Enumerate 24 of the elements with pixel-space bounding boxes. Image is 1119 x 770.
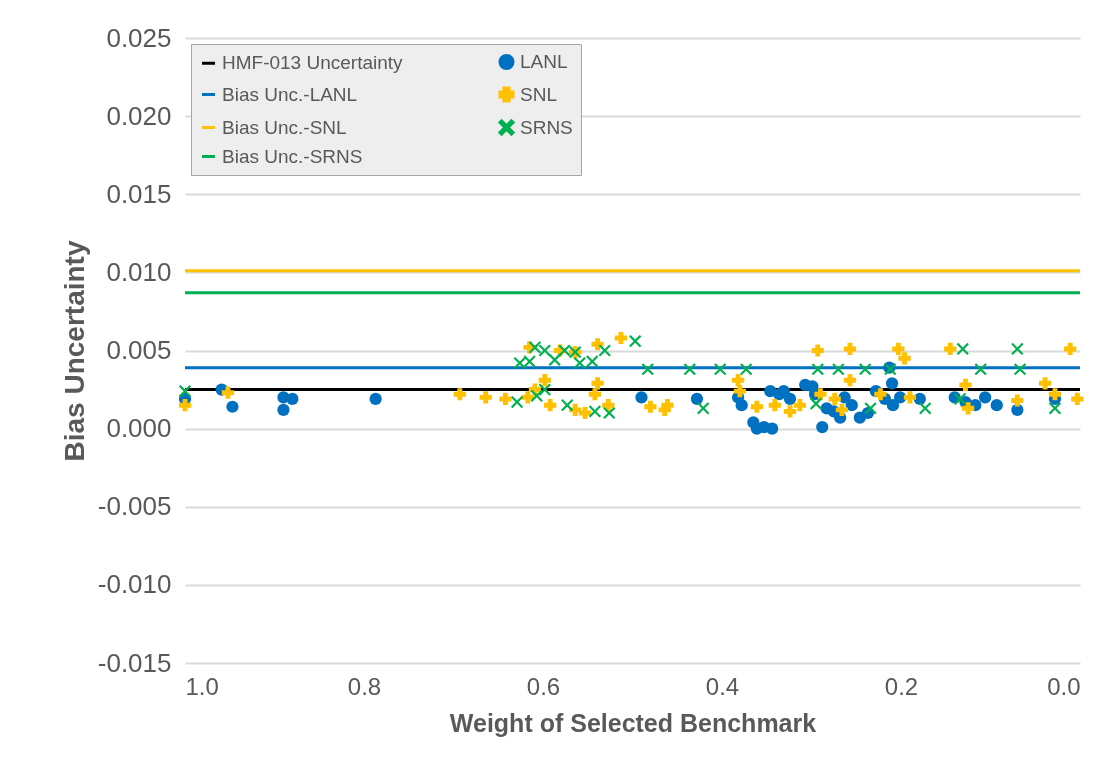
y-tick-label: 0.020	[106, 100, 172, 131]
x-tick-label: 0.8	[347, 672, 382, 700]
y-tick-label: 0.000	[106, 413, 172, 444]
x-tick-label: 0.4	[705, 672, 740, 700]
y-tick-label: 0.010	[106, 256, 172, 287]
legend-label: Bias Unc.-SNL	[222, 116, 347, 138]
y-tick-label: -0.005	[97, 491, 172, 522]
y-tick-label: -0.015	[97, 647, 172, 678]
y-tick-label: 0.015	[106, 178, 172, 209]
x-tick-label: 1.0	[185, 672, 219, 700]
y-tick-label: -0.010	[97, 569, 172, 600]
x-tick-label: 0.0	[1047, 672, 1081, 700]
legend-label: LANL	[520, 50, 568, 72]
x-axis-title: Weight of Selected Benchmark	[449, 708, 817, 737]
legend-label: Bias Unc.-SRNS	[222, 145, 363, 167]
y-axis-title: Bias Uncertainty	[58, 240, 90, 462]
legend-label: SNL	[520, 83, 557, 105]
legend-label: Bias Unc.-LANL	[222, 83, 358, 105]
legend-label: HMF-013 Uncertainty	[222, 52, 404, 74]
x-tick-label: 0.2	[884, 672, 919, 700]
y-tick-label: 0.025	[106, 22, 172, 53]
y-tick-label: 0.005	[106, 335, 172, 365]
x-tick-label: 0.6	[526, 672, 561, 700]
legend-label: SRNS	[520, 116, 573, 138]
